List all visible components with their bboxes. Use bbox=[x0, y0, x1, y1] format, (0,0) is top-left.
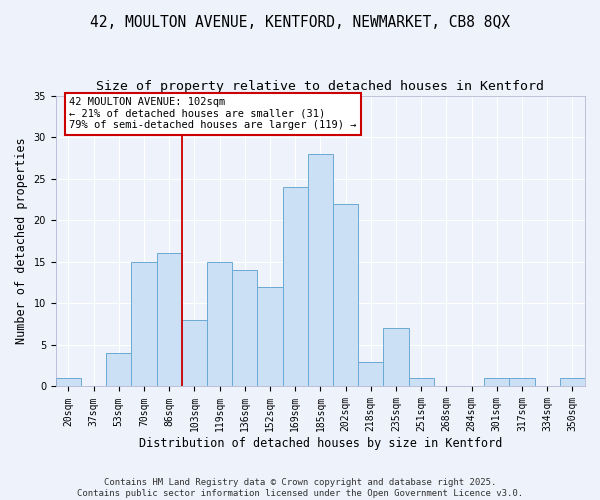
Y-axis label: Number of detached properties: Number of detached properties bbox=[15, 138, 28, 344]
Bar bbox=[56, 378, 81, 386]
Text: Contains HM Land Registry data © Crown copyright and database right 2025.
Contai: Contains HM Land Registry data © Crown c… bbox=[77, 478, 523, 498]
Bar bbox=[157, 254, 182, 386]
Bar bbox=[333, 204, 358, 386]
Text: 42 MOULTON AVENUE: 102sqm
← 21% of detached houses are smaller (31)
79% of semi-: 42 MOULTON AVENUE: 102sqm ← 21% of detac… bbox=[69, 97, 356, 130]
X-axis label: Distribution of detached houses by size in Kentford: Distribution of detached houses by size … bbox=[139, 437, 502, 450]
Bar bbox=[308, 154, 333, 386]
Bar bbox=[358, 362, 383, 386]
Bar bbox=[257, 286, 283, 386]
Bar bbox=[409, 378, 434, 386]
Bar bbox=[283, 187, 308, 386]
Text: 42, MOULTON AVENUE, KENTFORD, NEWMARKET, CB8 8QX: 42, MOULTON AVENUE, KENTFORD, NEWMARKET,… bbox=[90, 15, 510, 30]
Bar bbox=[509, 378, 535, 386]
Bar bbox=[131, 262, 157, 386]
Bar bbox=[484, 378, 509, 386]
Title: Size of property relative to detached houses in Kentford: Size of property relative to detached ho… bbox=[97, 80, 544, 93]
Bar bbox=[560, 378, 585, 386]
Bar bbox=[207, 262, 232, 386]
Bar bbox=[106, 353, 131, 386]
Bar bbox=[182, 320, 207, 386]
Bar bbox=[383, 328, 409, 386]
Bar bbox=[232, 270, 257, 386]
